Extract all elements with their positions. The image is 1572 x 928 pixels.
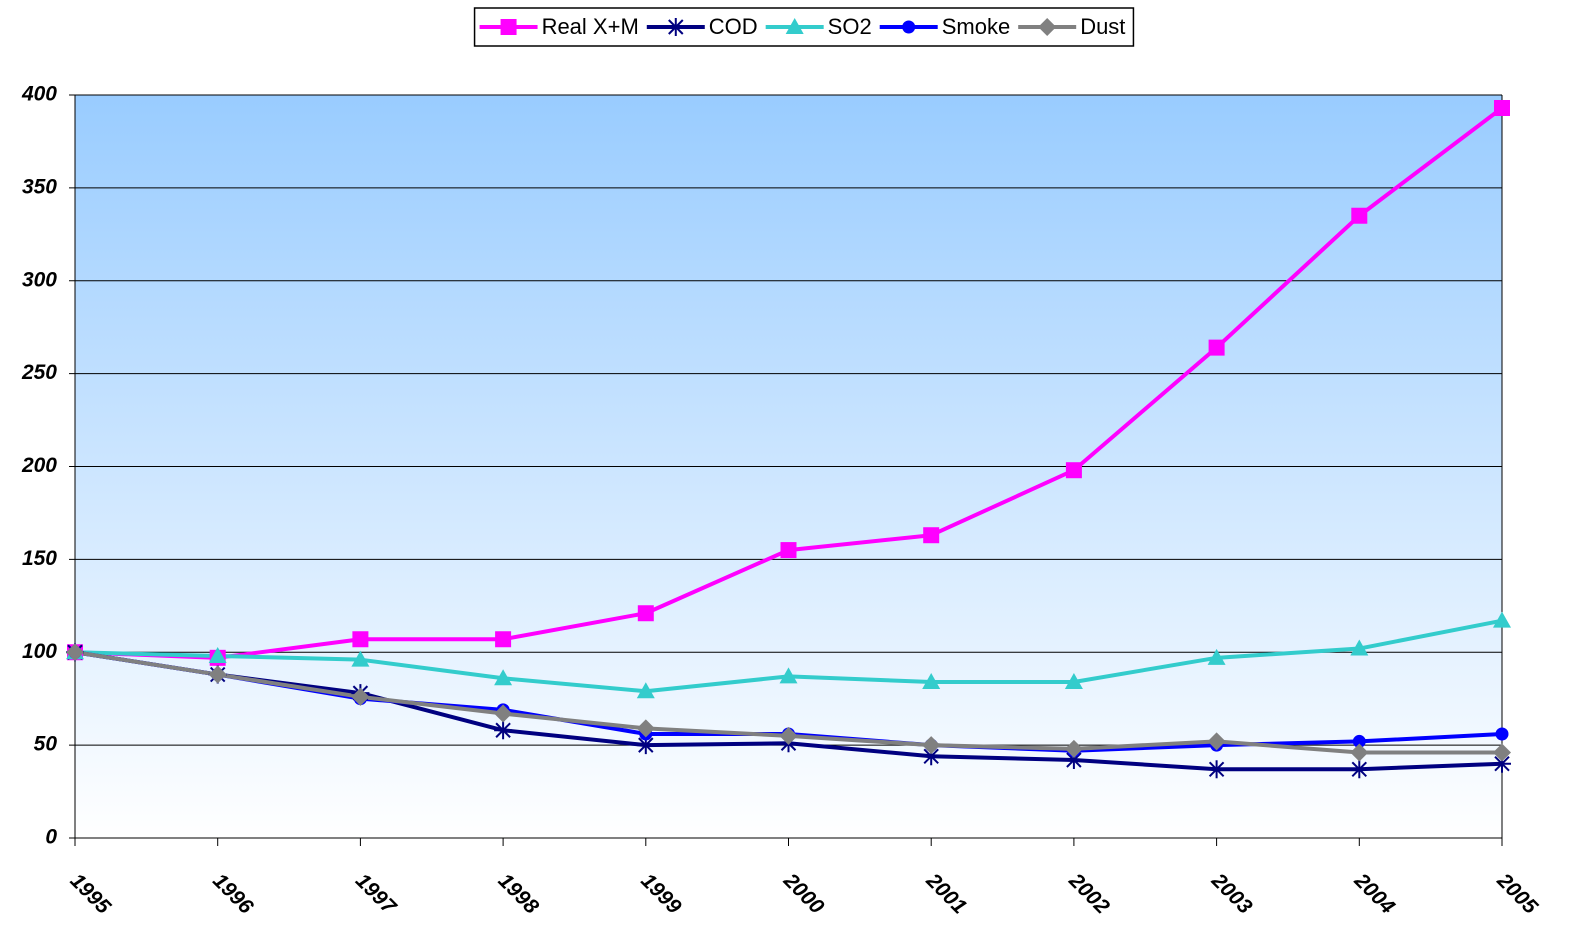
marker xyxy=(1208,339,1225,356)
x-tick-label: 2002 xyxy=(1064,868,1114,918)
marker xyxy=(922,736,941,755)
x-tick-label: 1999 xyxy=(636,869,686,919)
marker-stroke xyxy=(1066,752,1082,768)
marker xyxy=(923,527,940,544)
x-tick-label: 2005 xyxy=(1492,868,1542,918)
marker xyxy=(1350,760,1369,779)
marker xyxy=(902,20,916,34)
marker-stroke xyxy=(638,737,654,753)
marker xyxy=(1207,648,1226,665)
y-tick-label: 400 xyxy=(21,83,57,106)
marker xyxy=(66,643,84,662)
marker xyxy=(1494,100,1510,117)
y-tick-label: 350 xyxy=(22,175,57,198)
x-tick-label: 2003 xyxy=(1206,868,1256,918)
y-tick-label: 0 xyxy=(45,826,57,849)
x-tick-label: 2004 xyxy=(1349,868,1399,918)
marker xyxy=(351,650,370,667)
marker-stroke xyxy=(668,19,684,35)
marker xyxy=(494,704,513,723)
marker xyxy=(495,631,512,648)
marker xyxy=(1065,462,1082,479)
marker xyxy=(494,669,513,686)
x-tick-label: 1998 xyxy=(494,869,544,919)
marker xyxy=(1493,754,1511,773)
marker xyxy=(494,721,513,740)
x-tick-label: 2000 xyxy=(778,868,828,918)
marker xyxy=(636,682,655,699)
marker-stroke xyxy=(495,722,511,738)
legend: Real X+M COD SO2 Smoke Dust xyxy=(473,7,1135,47)
marker xyxy=(637,605,654,622)
marker xyxy=(1064,739,1083,758)
y-tick-label: 50 xyxy=(34,733,58,756)
legend-label: Dust xyxy=(1080,14,1125,39)
y-tick-label: 100 xyxy=(22,640,57,663)
marker xyxy=(208,646,227,663)
y-tick-label: 300 xyxy=(22,268,57,291)
marker xyxy=(1350,639,1369,656)
marker xyxy=(351,687,370,706)
marker-stroke xyxy=(1494,755,1510,772)
legend-label: Real X+M xyxy=(542,14,639,39)
marker xyxy=(779,726,798,745)
marker xyxy=(208,665,227,684)
marker xyxy=(922,672,941,689)
marker xyxy=(500,19,517,35)
marker-stroke xyxy=(1351,761,1368,777)
marker xyxy=(1495,727,1509,741)
marker xyxy=(779,667,798,684)
legend-label: SO2 xyxy=(828,14,872,39)
marker xyxy=(636,719,655,738)
marker xyxy=(785,18,804,34)
y-tick-label: 200 xyxy=(21,454,57,477)
y-tick-label: 250 xyxy=(21,361,57,384)
x-tick-label: 1996 xyxy=(208,869,258,919)
marker xyxy=(1350,743,1369,762)
marker-stroke xyxy=(923,748,939,764)
marker xyxy=(1207,760,1226,779)
legend-label: COD xyxy=(709,14,758,39)
marker xyxy=(1064,672,1083,689)
marker-stroke xyxy=(1208,761,1225,777)
marker xyxy=(1207,732,1226,751)
marker xyxy=(1038,18,1057,36)
marker xyxy=(780,542,797,559)
x-tick-label: 2001 xyxy=(921,868,971,918)
marker xyxy=(1493,743,1511,762)
marker xyxy=(1351,207,1368,224)
y-tick-label: 150 xyxy=(22,547,57,570)
marker xyxy=(666,18,685,36)
marker xyxy=(1493,611,1511,628)
x-tick-label: 1995 xyxy=(66,869,116,919)
marker xyxy=(352,631,369,648)
x-tick-label: 1997 xyxy=(351,869,401,919)
legend-label: Smoke xyxy=(942,14,1010,39)
marker xyxy=(1352,734,1366,748)
